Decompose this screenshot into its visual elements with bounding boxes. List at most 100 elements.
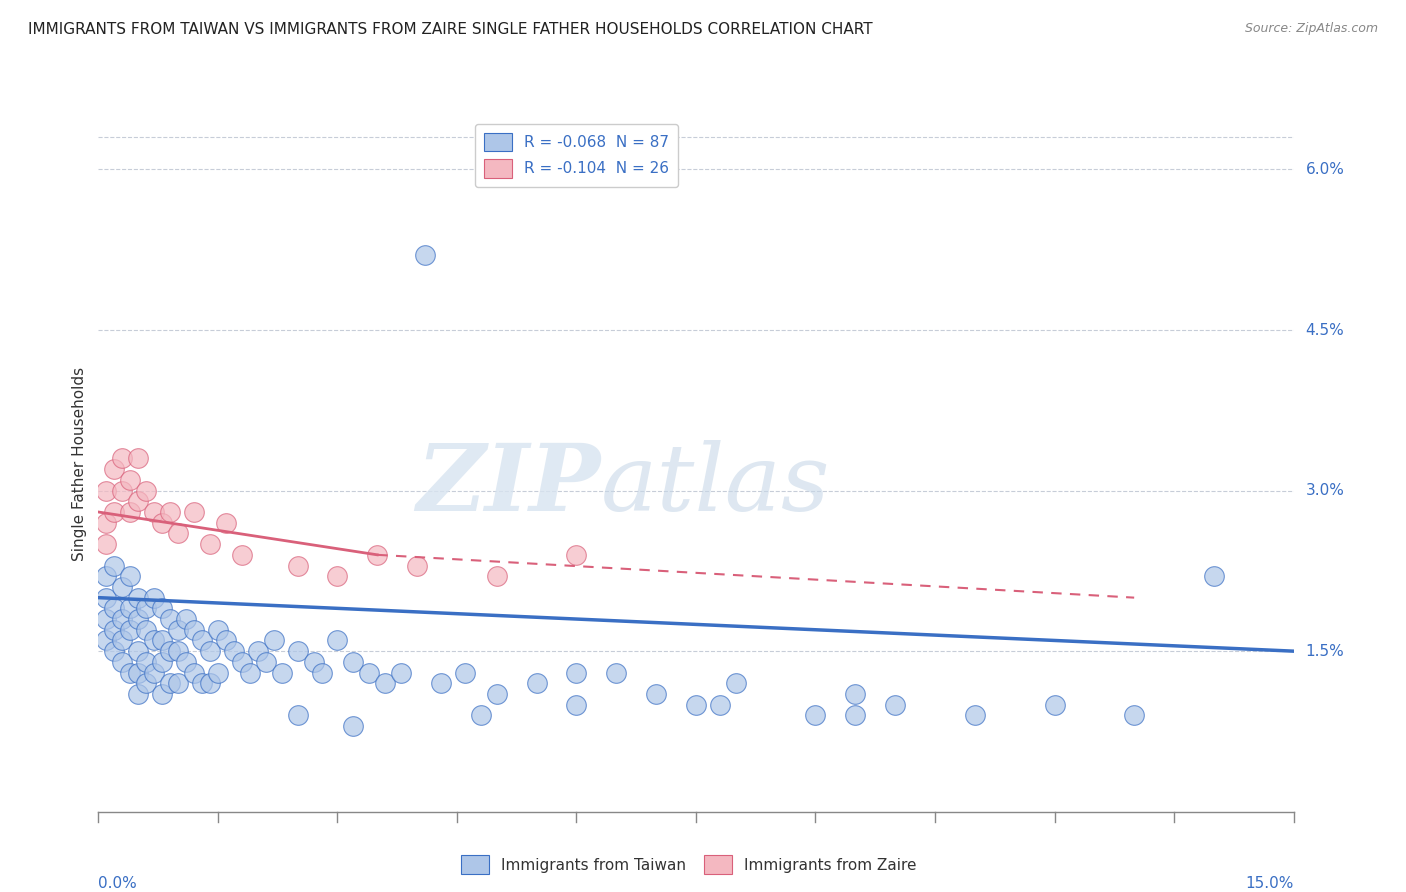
Point [215,633,238,648]
Point [159,676,181,690]
Point [111,451,134,466]
Point [127,644,149,658]
Text: 1.5%: 1.5% [1305,644,1344,658]
Point [342,655,364,669]
Point [96,483,118,498]
Point [96,516,118,530]
Point [120,569,142,583]
Point [135,655,157,669]
Point [183,623,205,637]
Point [96,537,118,551]
Point [111,633,134,648]
Text: atlas: atlas [600,440,830,530]
Point [135,601,157,615]
Point [844,708,866,723]
Point [167,676,190,690]
Point [326,633,349,648]
Point [470,708,492,723]
Point [159,505,181,519]
Point [215,516,238,530]
Point [167,526,190,541]
Point [191,676,214,690]
Point [1202,569,1225,583]
Point [198,537,221,551]
Text: Source: ZipAtlas.com: Source: ZipAtlas.com [1244,22,1378,36]
Point [287,644,309,658]
Text: IMMIGRANTS FROM TAIWAN VS IMMIGRANTS FROM ZAIRE SINGLE FATHER HOUSEHOLDS CORRELA: IMMIGRANTS FROM TAIWAN VS IMMIGRANTS FRO… [28,22,873,37]
Text: 6.0%: 6.0% [1305,162,1344,177]
Y-axis label: Single Father Households: Single Father Households [72,367,87,561]
Point [127,665,149,680]
Point [254,655,277,669]
Text: 15.0%: 15.0% [1246,876,1294,891]
Point [844,687,866,701]
Point [143,665,166,680]
Point [565,548,588,562]
Point [207,623,229,637]
Point [150,633,173,648]
Text: 0.0%: 0.0% [98,876,138,891]
Point [120,665,142,680]
Point [326,569,349,583]
Point [342,719,364,733]
Point [485,687,508,701]
Point [174,655,197,669]
Point [159,612,181,626]
Point [150,655,173,669]
Point [884,698,907,712]
Point [127,591,149,605]
Point [709,698,731,712]
Point [111,483,134,498]
Point [183,665,205,680]
Point [150,516,173,530]
Point [198,676,221,690]
Point [150,601,173,615]
Point [167,644,190,658]
Point [159,644,181,658]
Point [96,569,118,583]
Point [302,655,325,669]
Text: 4.5%: 4.5% [1305,323,1344,337]
Point [1043,698,1066,712]
Point [127,494,149,508]
Point [103,558,125,573]
Point [96,633,118,648]
Point [263,633,285,648]
Point [96,612,118,626]
Point [963,708,986,723]
Point [359,665,381,680]
Point [1123,708,1146,723]
Point [103,601,125,615]
Point [183,505,205,519]
Point [103,623,125,637]
Point [191,633,214,648]
Point [239,665,262,680]
Point [120,473,142,487]
Point [645,687,668,701]
Text: 3.0%: 3.0% [1305,483,1344,498]
Point [389,665,412,680]
Point [270,665,292,680]
Point [103,644,125,658]
Point [287,708,309,723]
Point [231,548,253,562]
Legend: R = -0.068  N = 87, R = -0.104  N = 26: R = -0.068 N = 87, R = -0.104 N = 26 [475,124,678,186]
Point [143,633,166,648]
Point [127,612,149,626]
Point [605,665,627,680]
Point [143,591,166,605]
Point [103,505,125,519]
Point [96,591,118,605]
Point [526,676,548,690]
Point [231,655,253,669]
Point [685,698,707,712]
Point [174,612,197,626]
Point [127,687,149,701]
Point [374,676,396,690]
Point [103,462,125,476]
Point [135,483,157,498]
Text: ZIP: ZIP [416,440,600,530]
Point [366,548,388,562]
Point [150,687,173,701]
Point [222,644,245,658]
